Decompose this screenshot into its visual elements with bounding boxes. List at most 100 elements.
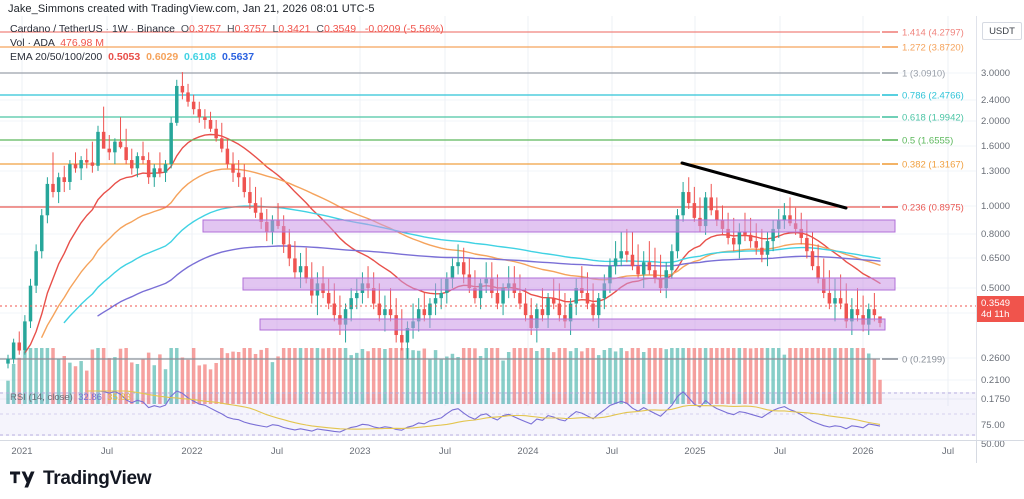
volume-bar	[878, 379, 882, 404]
rsi-legend-label[interactable]: RSI (14, close)	[10, 392, 73, 403]
candle-body	[400, 335, 404, 343]
volume-bar	[608, 348, 612, 404]
volume-bar	[17, 357, 21, 404]
candle-body	[439, 292, 443, 299]
fib-label-1.414: 1.414 (4.2797)	[902, 28, 964, 39]
candle-body	[765, 241, 770, 255]
legend-high-value: 0.3757	[234, 23, 267, 35]
candle-body	[647, 262, 652, 271]
candle-body	[416, 309, 421, 322]
candle-body	[816, 266, 820, 279]
legend-ema-label[interactable]: EMA 20/50/100/200	[10, 51, 103, 63]
price-tick-0: 3.0000	[981, 68, 1011, 79]
candle-body	[304, 266, 308, 279]
candle-body	[146, 160, 151, 178]
candle-body	[259, 212, 263, 222]
candle-body	[28, 285, 33, 322]
supply-demand-zones	[202, 219, 896, 331]
descending-resistance[interactable]	[680, 161, 848, 210]
volume-bar	[596, 355, 601, 404]
rsi-value-primary: 32.86	[78, 392, 102, 403]
volume-bar	[805, 348, 809, 404]
candle-body	[805, 237, 809, 252]
volume-bar	[411, 350, 415, 404]
tradingview-brand-label: TradingView	[43, 468, 152, 489]
volume-bar	[11, 364, 16, 404]
volume-bar	[557, 348, 562, 404]
candle-body	[208, 119, 213, 129]
candle-body	[236, 172, 241, 178]
candle-body	[23, 321, 27, 351]
volume-bar	[349, 355, 353, 404]
candle-body	[113, 141, 117, 153]
volume-bar	[321, 348, 325, 404]
candle-body	[79, 160, 83, 169]
candle-body	[17, 342, 21, 351]
volume-bar	[135, 364, 140, 404]
volume-bar	[265, 348, 269, 404]
volume-bar	[771, 348, 775, 404]
candle-body	[551, 298, 556, 304]
candle-body	[715, 210, 719, 221]
volume-bar	[332, 348, 337, 404]
price-scale[interactable]: USDT 3.0000 2.4000 2.0000 1.6000 1.3000 1.000…	[976, 16, 1024, 450]
main-chart-pane[interactable]: 1.414 (4.2797) 1.272 (3.8720) 1 (3.0910) 0.…	[0, 16, 976, 440]
ema-line-50	[41, 168, 881, 338]
price-scale-unit: USDT	[982, 22, 1022, 40]
rsi-pane[interactable]	[0, 390, 976, 440]
price-tick-10: 0.2600	[981, 353, 1011, 364]
legend-volume-label[interactable]: Vol · ADA	[10, 37, 55, 49]
rsi-canvas[interactable]	[0, 390, 976, 440]
candle-body	[186, 92, 190, 102]
volume-bar	[461, 348, 466, 404]
ema-series	[24, 133, 881, 354]
legend-symbol[interactable]: Cardano / TetherUS	[10, 23, 103, 35]
volume-bar	[664, 349, 668, 404]
volume-bar	[400, 348, 404, 404]
volume-bar	[51, 348, 55, 404]
candle-body	[349, 298, 353, 310]
candle-body	[771, 228, 775, 242]
candle-body	[220, 138, 224, 149]
candle-body	[653, 270, 657, 279]
volume-bar	[287, 348, 292, 404]
resistance-zone-upper[interactable]	[202, 219, 896, 233]
support-zone-lower[interactable]	[259, 318, 886, 331]
legend-low-label: L	[272, 23, 279, 35]
legend-low-value: 0.3421	[278, 23, 311, 35]
volume-bar	[731, 348, 736, 404]
candle-body	[281, 226, 286, 245]
ema-line-200	[97, 245, 881, 317]
volume-bar	[681, 348, 685, 404]
volume-bar	[574, 348, 578, 404]
candle-body	[141, 156, 145, 161]
chart-canvas[interactable]: 1.414 (4.2797) 1.272 (3.8720) 1 (3.0910) 0.…	[0, 16, 976, 440]
candle-body	[45, 183, 50, 216]
candle-body	[225, 148, 230, 165]
time-tick-2: 2022	[181, 446, 203, 457]
volume-bar	[788, 348, 792, 404]
candle-body	[613, 258, 618, 267]
volume-bar	[850, 348, 854, 404]
price-tick-6: 0.8000	[981, 229, 1011, 240]
time-scale[interactable]: 2021 Jul 2022 Jul 2023 Jul 2024 Jul 2025 Jul 2026 J…	[0, 440, 1024, 463]
volume-bar	[360, 349, 365, 404]
volume-bar	[743, 348, 747, 404]
support-zone-mid[interactable]	[242, 277, 896, 291]
price-tick-4: 1.3000	[981, 166, 1011, 177]
candle-body	[107, 148, 112, 153]
legend-ema20-value: 0.5053	[108, 51, 141, 63]
candle-body	[850, 309, 854, 322]
current-price-tag[interactable]: 0.3549 4d 11h	[977, 296, 1024, 322]
volume-bar	[416, 350, 421, 404]
volume-bar	[124, 348, 128, 404]
legend-interval[interactable]: 1W	[111, 23, 128, 35]
candle-body	[124, 147, 128, 161]
volume-bar	[591, 348, 595, 404]
volume-bar	[512, 348, 517, 404]
volume-bar	[101, 348, 106, 404]
rsi-legend: RSI (14, close) 32.86 35.83	[10, 392, 131, 403]
volume-bar	[478, 356, 483, 404]
candle-body	[326, 292, 331, 304]
volume-bar	[62, 356, 67, 404]
